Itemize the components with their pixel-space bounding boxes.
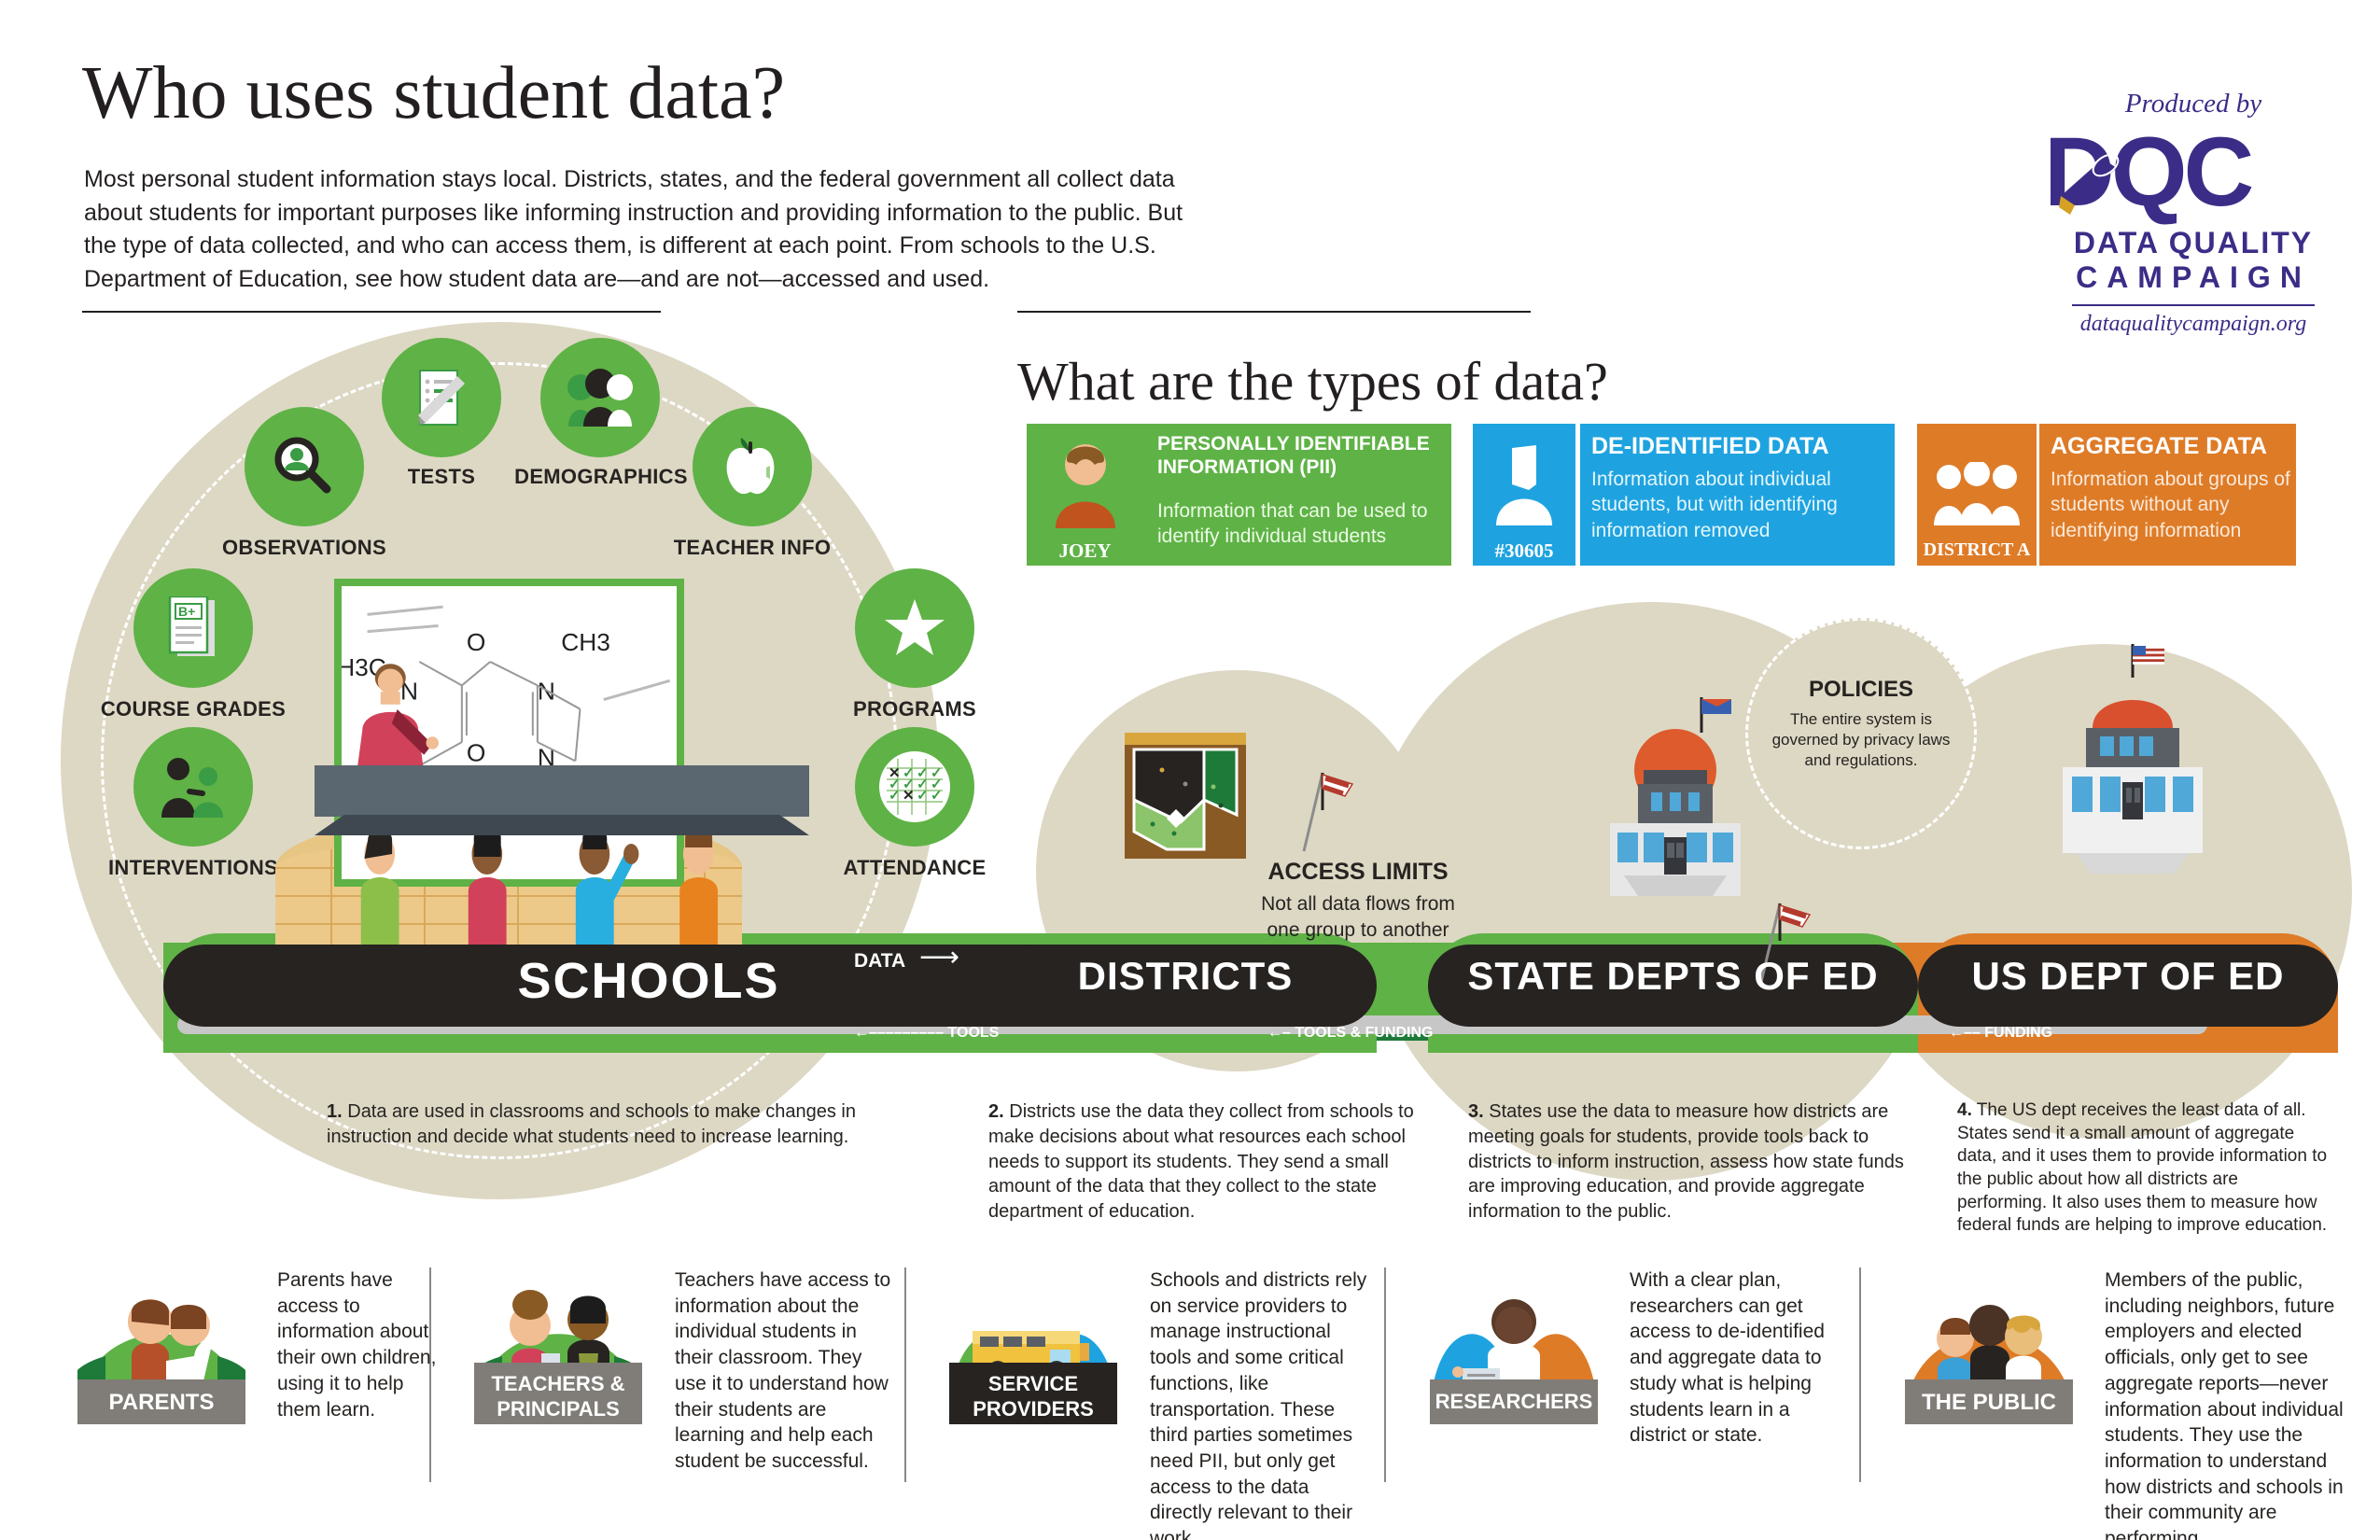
- svg-text:O: O: [467, 738, 485, 766]
- svg-text:O: O: [467, 628, 485, 656]
- svg-text:CH3: CH3: [561, 628, 610, 656]
